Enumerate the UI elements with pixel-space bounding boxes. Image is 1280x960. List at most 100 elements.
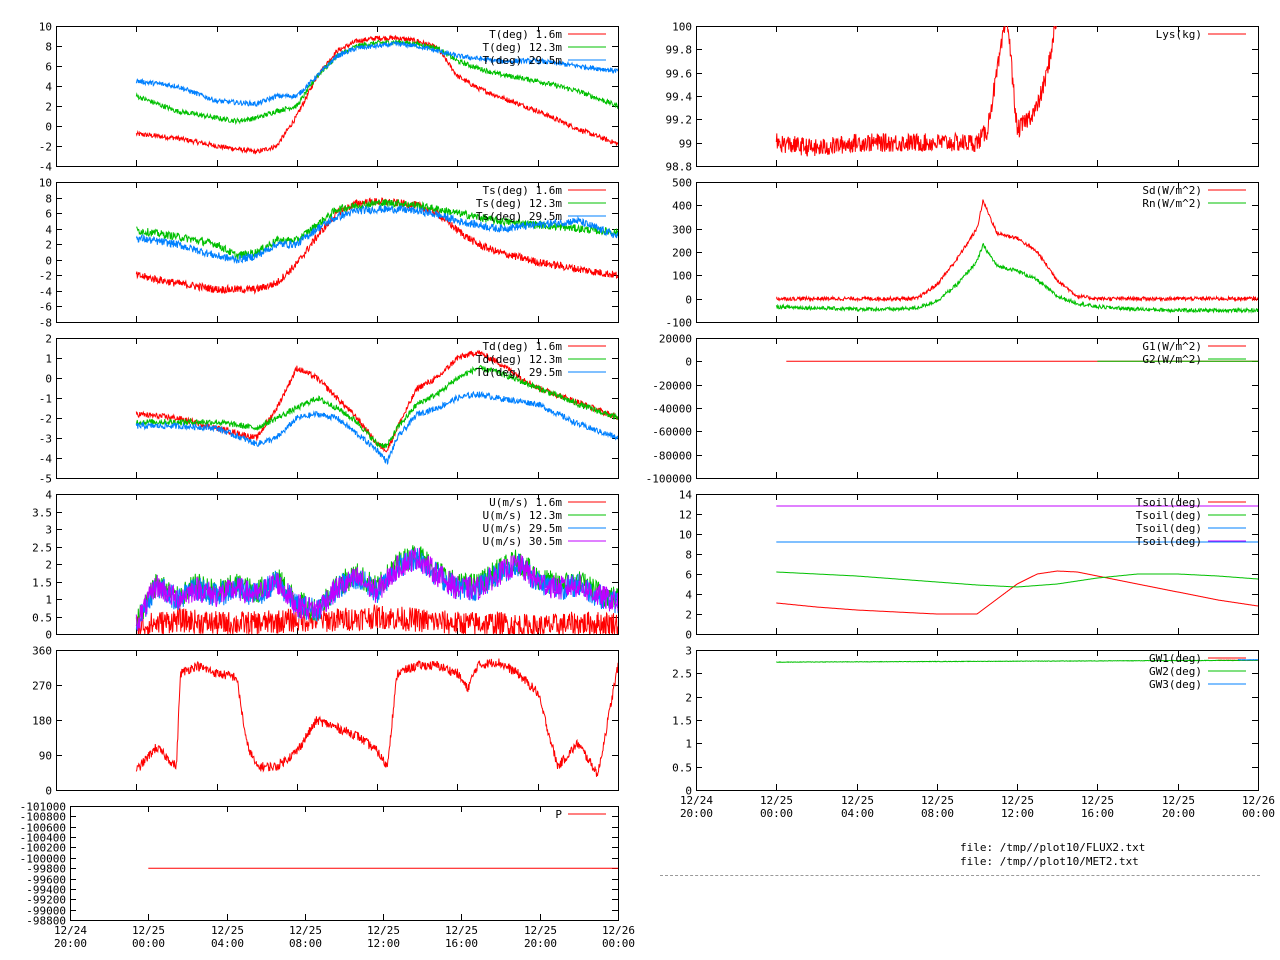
x-tick-time-label: 20:00 [54,937,87,950]
x-tick-date-label: 12/25 [211,924,244,937]
y-tick-label: 4 [685,589,692,602]
x-tick-date-label: 12/25 [367,924,400,937]
y-tick-label: 1.5 [672,715,692,728]
flux-file-label: file: /tmp//plot10/FLUX2.txt [960,841,1146,854]
y-tick-label: 4 [45,224,52,237]
y-tick-label: -4 [39,453,53,466]
chart-radiation: -100 0 100 200 300 400 500 Sd(W/m^2)Rn(W/m^2) [666,177,1259,330]
y-tick-label: 10 [39,21,52,34]
y-tick-label: -100 [666,317,693,330]
y-tick-label: -4 [39,161,53,174]
x-tick-time-label: 12:00 [367,937,400,950]
x-tick-date-label: 12/25 [1001,794,1034,807]
y-tick-label: 100 [672,270,692,283]
x-tick-date-label: 12/25 [524,924,557,937]
y-tick-label: 3 [45,524,52,537]
series-line [776,571,1258,588]
y-tick-label: 90 [39,750,52,763]
x-tick-date-label: 12/24 [54,924,87,937]
x-tick-time-label: 00:00 [760,807,793,820]
legend-label: Sd(W/m^2) [1142,184,1202,197]
x-tick-time-label: 04:00 [211,937,244,950]
y-tick-label: 99.4 [666,91,693,104]
legend-label: GW1(deg) [1149,652,1202,665]
series-line [135,34,618,155]
x-tick-time-label: 16:00 [445,937,478,950]
series-group [776,659,1258,663]
x-tick-time-label: 20:00 [1162,807,1195,820]
x-tick-date-label: 12/25 [841,794,874,807]
x-tick-time-label: 00:00 [602,937,635,950]
legend-label: GW2(deg) [1149,665,1202,678]
series-line [775,242,1258,314]
legend-label: T(deg) 12.3m [483,41,563,54]
y-tick-label: -100200 [20,842,66,855]
plot-frame [56,338,619,479]
y-tick-label: 2 [45,239,52,252]
series-line [135,604,618,634]
y-tick-label: 0 [685,629,692,642]
series-group [135,349,618,466]
legend-label: T(deg) 29.5m [483,54,563,67]
series-line [775,26,1057,157]
chart-pressure: -98800-99000-99200-99400-99600-99800-100… [20,801,635,951]
y-tick-label: 0 [45,255,52,268]
y-tick-label: -8 [39,317,52,330]
y-tick-label: -20000 [652,380,692,393]
y-tick-label: 0 [685,294,692,307]
x-tick-date-label: 12/25 [760,794,793,807]
y-tick-label: 6 [45,208,52,221]
y-tick-label: 2 [45,101,52,114]
legend-label: T(deg) 1.6m [489,28,562,41]
legend-label: G1(W/m^2) [1142,340,1202,353]
y-tick-label: -6 [39,301,52,314]
y-tick-label: 100 [672,21,692,34]
y-tick-label: -3 [39,433,52,446]
series-line [135,39,618,126]
legend-label: U(m/s) 30.5m [483,535,563,548]
y-tick-label: 300 [672,224,692,237]
y-tick-label: 1 [45,353,52,366]
plot-frame [70,806,619,921]
x-tick-date-label: 12/26 [602,924,635,937]
y-tick-label: 0 [45,629,52,642]
x-tick-date-label: 12/25 [1162,794,1195,807]
y-tick-label: 6 [45,61,52,74]
y-tick-label: 0 [45,121,52,134]
series-group [775,199,1258,314]
series-group [135,658,618,777]
x-tick-date-label: 12/26 [1242,794,1275,807]
legend-label: Ts(deg) 12.3m [476,197,562,210]
y-tick-label: -1 [39,393,52,406]
y-tick-label: 1 [45,594,52,607]
series-group [775,26,1057,157]
y-tick-label: -2 [39,270,52,283]
series-line [135,39,618,108]
y-tick-label: 0 [685,356,692,369]
y-tick-label: -99200 [26,894,66,907]
y-tick-label: 99.6 [666,68,693,81]
x-tick-date-label: 12/25 [1081,794,1114,807]
y-tick-label: 2 [685,609,692,622]
legend-label: Tsoil(deg) [1136,535,1202,548]
chart-soilheat: -100000 -80000 -60000 -40000 -20000 0 20000 G1(… [646,333,1259,486]
y-tick-label: 99.2 [666,114,693,127]
y-tick-label: 4 [45,489,52,502]
y-tick-label: -2 [39,141,52,154]
y-tick-label: 20000 [659,333,692,346]
y-tick-label: -60000 [652,426,692,439]
x-tick-time-label: 04:00 [841,807,874,820]
legend-label: GW3(deg) [1149,678,1202,691]
legend-label: Td(deg) 29.5m [476,366,562,379]
series-group [135,34,618,155]
legend-label: Td(deg) 1.6m [483,340,563,353]
y-tick-label: 6 [685,569,692,582]
y-tick-label: -80000 [652,450,692,463]
x-tick-date-label: 12/25 [289,924,322,937]
legend-label: Rn(W/m^2) [1142,197,1202,210]
y-tick-label: 3.5 [32,507,52,520]
series-line [135,364,618,449]
y-tick-label: 0 [45,373,52,386]
legend-label: Tsoil(deg) [1136,509,1202,522]
chart-groundwater: 00.511.522.5312/2420:0012/2500:0012/2504… [672,645,1275,821]
